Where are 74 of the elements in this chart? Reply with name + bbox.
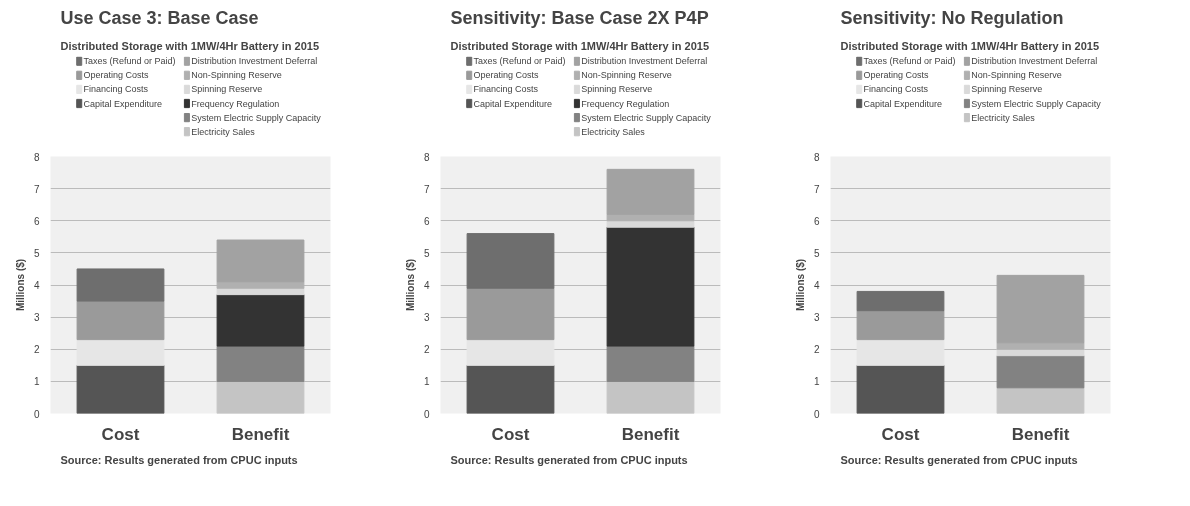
legend-label: Operating Costs [83,70,150,81]
y-tick-label: 3 [423,312,430,324]
legend-label: Non-Spinning Reserve [971,70,1062,81]
legend-label: Distribution Investment Deferral [971,56,1098,67]
y-tick-label: 8 [33,151,40,163]
y-tick-label: 1 [423,376,430,388]
chart-title: Sensitivity: Base Case 2X P4P [450,7,709,28]
legend-label: System Electric Supply Capacity [191,112,322,123]
y-tick-label: 8 [813,151,820,163]
y-tick-label: 5 [423,247,430,259]
x-tick-label: Cost [491,424,530,444]
y-axis-title: Millions ($) [794,258,806,312]
legend-label: Capital Expenditure [863,98,943,109]
source-note: Source: Results generated from CPUC inputs [60,453,298,466]
chart-subtitle: Distributed Storage with 1MW/4Hr Battery in 2015 [450,39,710,52]
y-tick-label: 3 [813,312,820,324]
x-tick-label: Benefit [1011,424,1070,444]
y-tick-label: 4 [813,280,820,291]
y-tick-label: 7 [813,183,820,195]
y-tick-label: 2 [813,344,820,356]
legend-label: Financing Costs [83,84,149,95]
chart-subtitle: Distributed Storage with 1MW/4Hr Battery in 2015 [60,39,320,52]
y-tick-label: 7 [423,183,430,195]
y-tick-label: 2 [423,344,430,356]
legend-label: Electricity Sales [971,112,1036,123]
legend-label: Non-Spinning Reserve [191,70,282,81]
legend-label: Financing Costs [863,84,929,95]
y-tick-label: 5 [813,247,820,259]
legend-label: Operating Costs [473,70,540,81]
legend-label: Spinning Reserve [191,84,263,95]
legend-label: Spinning Reserve [581,84,653,95]
y-tick-label: 6 [423,215,430,227]
legend-label: Distribution Investment Deferral [191,56,318,67]
legend-label: System Electric Supply Capacity [971,98,1102,109]
y-tick-label: 5 [33,247,40,259]
y-tick-label: 1 [813,376,820,388]
y-tick-label: 7 [33,183,40,195]
legend-label: Electricity Sales [191,126,256,137]
legend-label: Distribution Investment Deferral [581,56,708,67]
x-tick-label: Cost [101,424,140,444]
y-axis-title: Millions ($) [14,258,26,312]
legend-label: System Electric Supply Capacity [581,112,712,123]
legend-label: Operating Costs [863,70,930,81]
legend-label: Capital Expenditure [83,98,163,109]
y-tick-label: 1 [33,376,40,388]
y-tick-label: 0 [813,408,820,420]
legend-label: Electricity Sales [581,126,646,137]
y-tick-label: 2 [33,344,40,356]
chart-title: Sensitivity: No Regulation [840,7,1064,28]
legend-label: Spinning Reserve [971,84,1043,95]
legend-label: Non-Spinning Reserve [581,70,672,81]
y-tick-label: 8 [423,151,430,163]
y-tick-label: 0 [33,408,40,420]
x-tick-label: Benefit [231,424,290,444]
x-tick-label: Cost [881,424,920,444]
y-tick-label: 6 [813,215,820,227]
legend-label: Capital Expenditure [473,98,553,109]
source-note: Source: Results generated from CPUC inputs [450,453,688,466]
legend-label: Frequency Regulation [191,98,280,109]
y-axis-title: Millions ($) [404,258,416,312]
legend-label: Financing Costs [473,84,539,95]
y-tick-label: 6 [33,215,40,227]
x-tick-label: Benefit [621,424,680,444]
y-tick-label: 4 [33,280,40,291]
legend-label: Taxes (Refund or Paid) [863,56,956,67]
legend-label: Taxes (Refund or Paid) [83,56,176,67]
chart-subtitle: Distributed Storage with 1MW/4Hr Battery in 2015 [840,39,1100,52]
legend-label: Taxes (Refund or Paid) [473,56,566,67]
chart-title: Use Case 3: Base Case [60,7,259,28]
source-note: Source: Results generated from CPUC inputs [840,453,1078,466]
y-tick-label: 3 [33,312,40,324]
y-tick-label: 0 [423,408,430,420]
y-tick-label: 4 [423,280,430,291]
legend-label: Frequency Regulation [581,98,670,109]
